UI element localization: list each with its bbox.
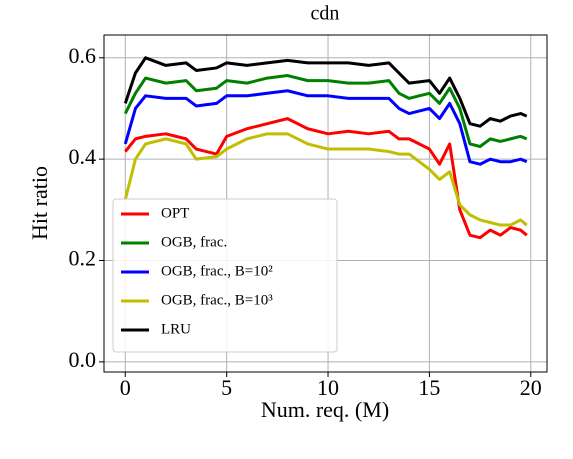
- y-tick-label: 0.4: [69, 144, 97, 169]
- x-tick-label: 15: [418, 375, 440, 400]
- legend: OPT OGB, frac. OGB, frac., B=10² OGB, frac.…: [112, 198, 338, 353]
- series-line: [123, 132, 528, 227]
- y-axis-label: Hit ratio: [27, 166, 52, 240]
- legend-label: OPT: [161, 205, 189, 221]
- series-line: [123, 56, 528, 128]
- legend-label: LRU: [161, 321, 191, 337]
- chart-title: cdn: [311, 3, 340, 25]
- x-tick-label: 5: [221, 375, 232, 400]
- x-tick-label: 10: [317, 375, 339, 400]
- legend-label: OGB, frac., B=10³: [161, 292, 273, 308]
- x-axis-label: Num. req. (M): [261, 397, 389, 422]
- legend-label: OGB, frac., B=10²: [161, 263, 273, 279]
- y-tick-label: 0.0: [69, 347, 97, 372]
- x-tick-label: 0: [120, 375, 131, 400]
- plot-frame: [103, 34, 548, 373]
- series-line: [123, 89, 528, 166]
- x-tick-label: 20: [520, 375, 542, 400]
- legend-box: [112, 198, 338, 353]
- legend-label: OGB, frac.: [161, 234, 227, 250]
- y-tick-label: 0.6: [69, 43, 97, 68]
- series-line: [124, 117, 528, 240]
- y-tick-label: 0.2: [69, 246, 97, 271]
- series-line: [123, 74, 528, 148]
